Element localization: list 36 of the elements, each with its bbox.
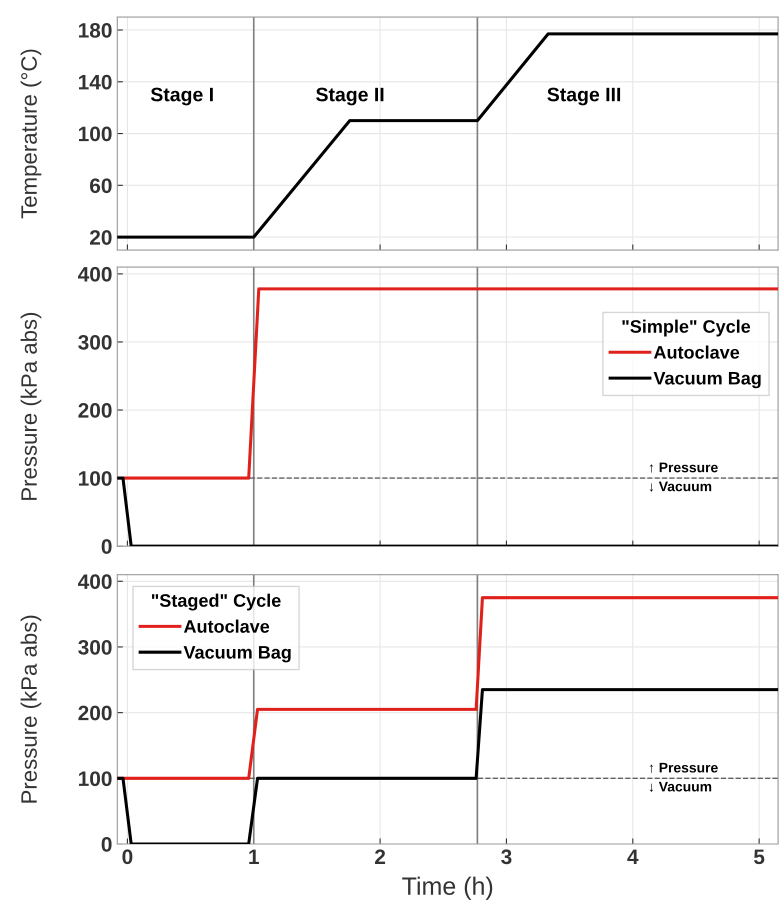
x-tick-label: 4 [627,850,638,864]
legend-label: Vacuum Bag [654,372,761,388]
y-tick-label: 0 [102,539,112,554]
annotation: Stage II [316,88,384,106]
x-tick-label: 2 [375,849,386,864]
x-tick-label: 3 [501,849,512,864]
legend-label: Autoclave [654,345,740,359]
y-axis-title: Pressure (kPa abs) [20,312,42,500]
x-axis-title: Time (h) [402,876,492,900]
annotation: Stage I [150,88,213,106]
y-tick-label: 180 [78,22,112,38]
y-tick-label: 200 [78,706,112,720]
y-tick-label: 200 [78,403,112,418]
x-tick-label: 0 [122,849,132,864]
y-axis-title: Pressure (kPa abs) [20,616,42,803]
ref-line-label: ↑ Pressure ↓ Vacuum [650,462,718,492]
y-tick-label: 100 [78,471,112,486]
x-tick-label: 5 [754,850,764,864]
y-tick-label: 400 [78,574,112,590]
y-tick-label: 100 [78,771,112,786]
ref-line-label: ↑ Pressure ↓ Vacuum [650,762,718,792]
y-tick-label: 400 [78,266,112,282]
y-tick-label: 60 [90,178,112,194]
y-tick-label: 140 [78,74,112,90]
y-tick-label: 300 [78,640,112,655]
legend-label: Vacuum Bag [184,646,291,662]
y-tick-label: 0 [102,837,112,852]
legend-label: Autoclave [184,620,270,633]
y-tick-label: 100 [78,126,112,142]
y-tick-label: 20 [90,230,112,245]
x-tick-label: 1 [249,850,259,864]
legend-title: "Staged" Cycle [152,594,281,611]
y-axis-title: Temperature (°C) [20,50,42,218]
y-tick-label: 300 [78,334,112,350]
annotation: Stage III [547,88,620,106]
legend-title: "Simple" Cycle [622,320,750,336]
